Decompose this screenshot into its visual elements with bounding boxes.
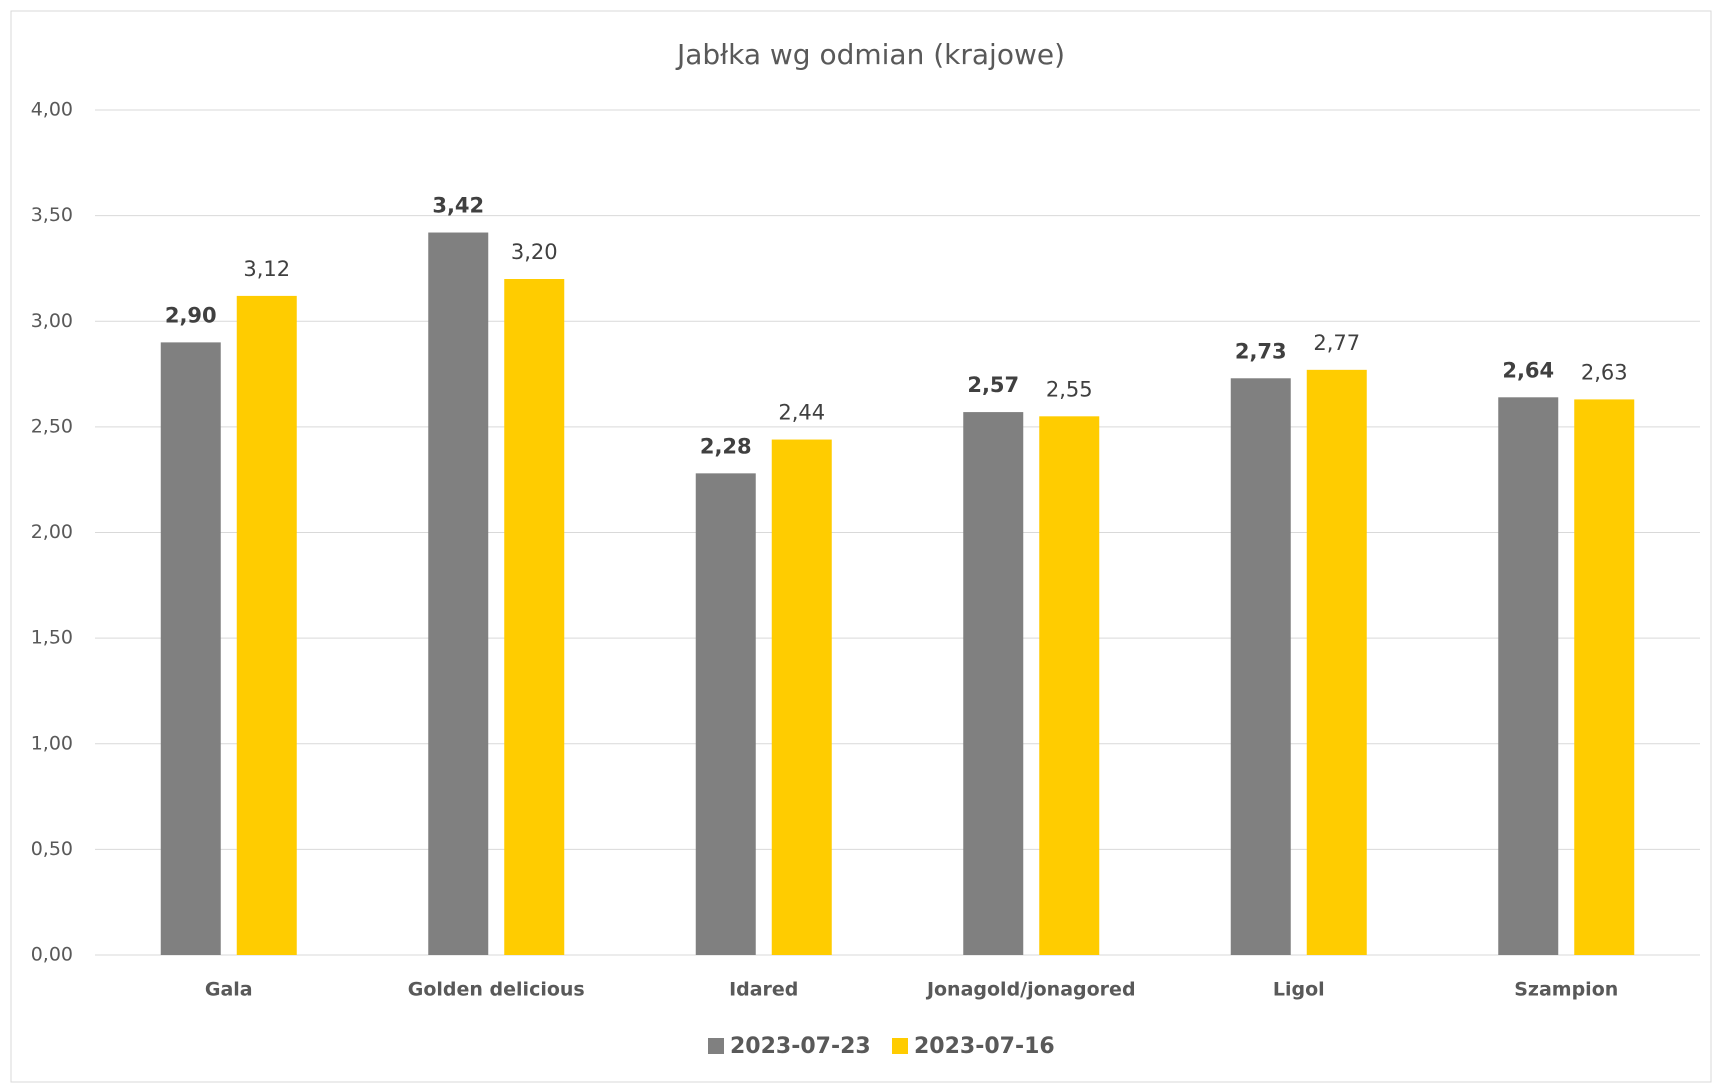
y-tick-label: 3,00 (31, 310, 73, 332)
bar (160, 342, 221, 955)
x-tick-label: Idared (729, 979, 798, 1001)
bar (1574, 399, 1635, 956)
x-tick-label: Szampion (1514, 979, 1618, 1001)
bar (1498, 397, 1559, 955)
value-label: 2,64 (1502, 358, 1554, 382)
y-tick-label: 2,50 (31, 415, 73, 437)
x-tick-label: Golden delicious (408, 979, 585, 1001)
y-tick-label: 3,50 (31, 204, 73, 226)
value-label: 2,44 (778, 401, 825, 425)
y-tick-label: 0,00 (31, 944, 73, 966)
value-label: 2,63 (1581, 360, 1628, 384)
chart-title: Jabłka wg odmian (krajowe) (675, 38, 1065, 71)
value-label: 2,28 (700, 434, 752, 458)
legend-swatch (708, 1038, 724, 1054)
legend-label: 2023-07-16 (914, 1034, 1055, 1059)
bar (1306, 369, 1367, 955)
bar (236, 295, 297, 955)
bar (963, 412, 1024, 955)
y-tick-label: 2,00 (31, 521, 73, 543)
bar (504, 279, 565, 955)
x-tick-label: Jonagold/jonagored (925, 979, 1136, 1001)
value-label: 2,77 (1313, 331, 1360, 355)
bar (771, 439, 832, 955)
y-tick-label: 4,00 (31, 99, 73, 121)
bar (695, 473, 756, 955)
bar (1230, 378, 1291, 956)
value-label: 2,73 (1235, 339, 1287, 363)
x-tick-label: Ligol (1273, 979, 1325, 1001)
value-label: 2,57 (967, 373, 1019, 397)
bar (1039, 416, 1100, 955)
value-label: 2,55 (1046, 377, 1093, 401)
value-label: 3,20 (511, 240, 558, 264)
value-label: 3,42 (432, 194, 484, 218)
legend-label: 2023-07-23 (730, 1034, 871, 1059)
x-tick-label: Gala (205, 979, 253, 1001)
y-tick-label: 1,50 (31, 627, 73, 649)
value-label: 3,12 (243, 257, 290, 281)
value-label: 2,90 (165, 303, 217, 327)
y-tick-label: 0,50 (31, 838, 73, 860)
y-tick-label: 1,00 (31, 732, 73, 754)
legend-swatch (892, 1038, 908, 1054)
bar (428, 232, 489, 955)
